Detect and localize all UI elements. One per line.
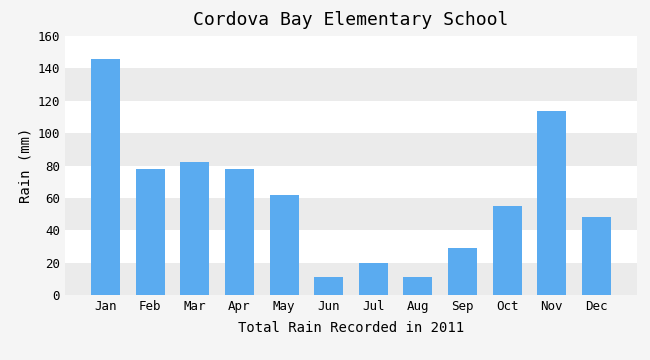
Bar — [65, 36, 637, 68]
Bar — [493, 206, 522, 295]
Bar — [65, 68, 637, 101]
Bar — [136, 169, 164, 295]
Bar — [448, 248, 477, 295]
Bar — [404, 277, 432, 295]
Bar — [538, 111, 566, 295]
Bar — [582, 217, 611, 295]
Bar — [65, 263, 637, 295]
Bar — [65, 166, 637, 198]
Bar — [65, 133, 637, 166]
Bar — [180, 162, 209, 295]
Bar — [225, 169, 254, 295]
Bar — [270, 195, 298, 295]
Title: Cordova Bay Elementary School: Cordova Bay Elementary School — [193, 11, 509, 29]
X-axis label: Total Rain Recorded in 2011: Total Rain Recorded in 2011 — [238, 321, 464, 336]
Bar — [91, 59, 120, 295]
Y-axis label: Rain (mm): Rain (mm) — [18, 128, 32, 203]
Bar — [65, 230, 637, 263]
Bar — [65, 198, 637, 230]
Bar — [359, 263, 388, 295]
Bar — [314, 277, 343, 295]
Bar — [65, 101, 637, 133]
